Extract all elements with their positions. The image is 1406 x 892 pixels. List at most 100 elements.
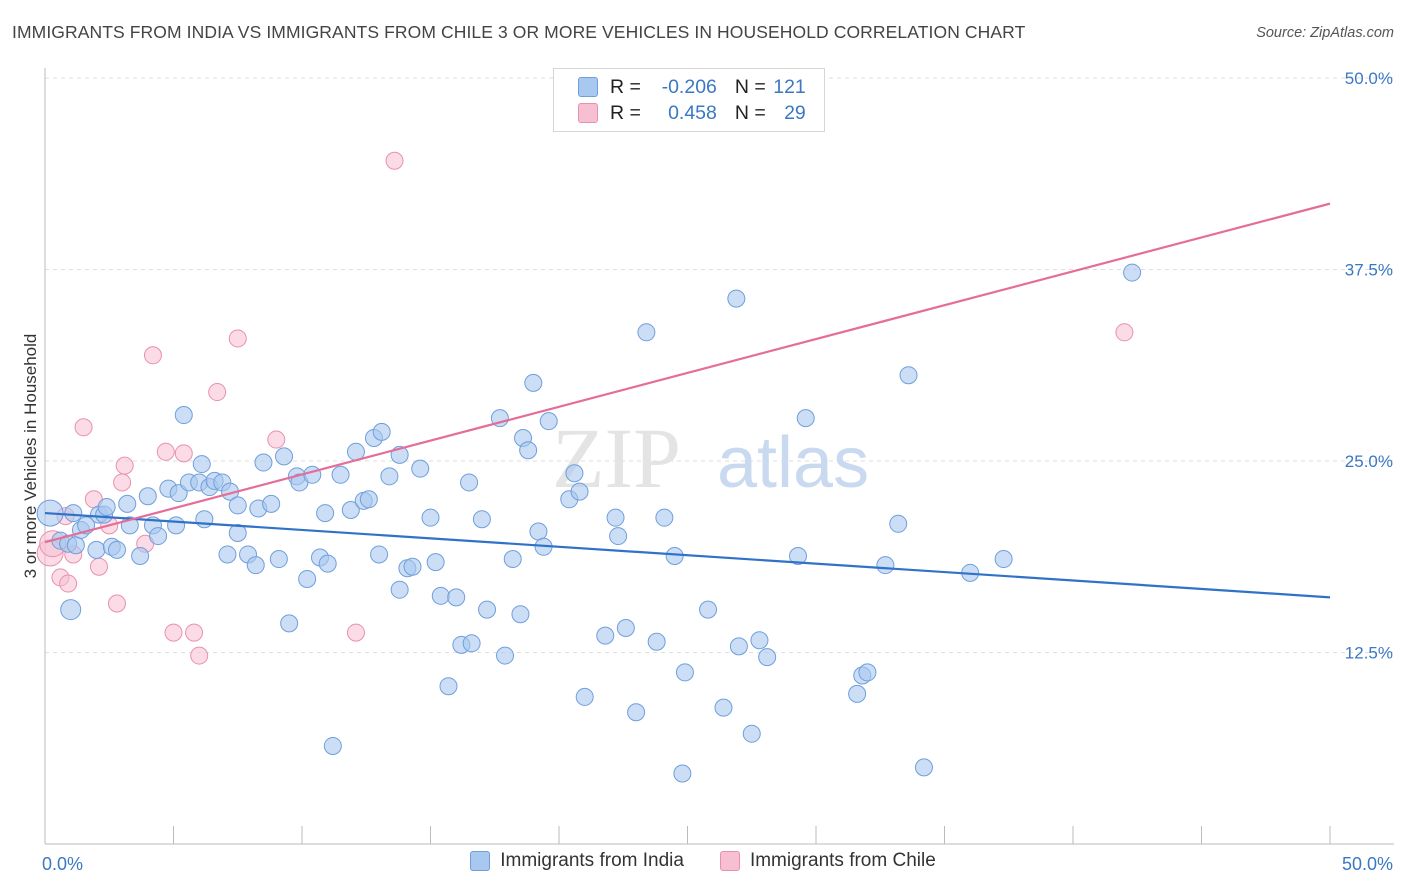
data-point-india xyxy=(228,496,247,515)
data-point-india xyxy=(524,373,543,392)
data-point-chile xyxy=(346,623,365,642)
data-point-india xyxy=(699,600,718,619)
x-tick-labels: 0.0% 50.0% xyxy=(42,854,1393,874)
data-point-chile xyxy=(190,646,209,665)
data-point-india xyxy=(742,724,761,743)
legend-name-india: Immigrants from India xyxy=(500,850,684,871)
series-india-points xyxy=(36,263,1142,783)
source-label: Source: ZipAtlas.com xyxy=(1256,25,1394,41)
data-point-india xyxy=(269,550,288,569)
data-point-india xyxy=(97,497,116,516)
data-point-chile xyxy=(156,442,175,461)
data-point-india xyxy=(914,758,933,777)
y-axis-label: 3 or more Vehicles in Household xyxy=(21,333,40,579)
trend-line-chile xyxy=(44,202,1331,544)
data-point-india xyxy=(318,554,337,573)
legend-swatch-chile xyxy=(719,851,740,871)
series-chile-points xyxy=(36,151,1134,665)
data-point-chile xyxy=(174,444,193,463)
data-point-india xyxy=(331,465,350,484)
data-point-india xyxy=(439,677,458,696)
legend-n-value-chile: 29 xyxy=(784,101,806,124)
data-point-india xyxy=(280,614,299,633)
legend-name-chile: Immigrants from Chile xyxy=(749,850,936,871)
data-point-chile xyxy=(385,151,404,170)
data-point-india xyxy=(390,580,409,599)
stats-legend: R = -0.206 N = 121 R = 0.458 N = 29 xyxy=(553,68,825,132)
data-point-india xyxy=(380,467,399,486)
data-point-india xyxy=(167,516,186,535)
data-point-india xyxy=(647,632,666,651)
data-point-india xyxy=(727,289,746,308)
data-point-india xyxy=(858,663,877,682)
trend-lines xyxy=(44,202,1331,599)
data-point-india xyxy=(138,487,157,506)
data-point-india xyxy=(665,546,684,565)
legend-row-india: R = -0.206 N = 121 xyxy=(578,74,806,100)
data-point-chile xyxy=(89,557,108,576)
data-point-india xyxy=(616,618,635,637)
data-point-india xyxy=(323,736,342,755)
data-point-chile xyxy=(107,594,126,613)
data-point-india xyxy=(848,684,867,703)
data-point-chile xyxy=(143,346,162,365)
trend-line-india xyxy=(44,511,1331,599)
data-point-india xyxy=(899,366,918,385)
y-tick-label: 37.5% xyxy=(1345,261,1393,280)
data-point-india xyxy=(262,494,281,513)
data-point-india xyxy=(411,459,430,478)
data-point-india xyxy=(876,556,895,575)
data-point-india xyxy=(372,422,391,441)
data-point-chile xyxy=(164,623,183,642)
data-point-india xyxy=(529,522,548,541)
legend-r-label: R = xyxy=(610,75,641,98)
data-point-india xyxy=(107,540,126,559)
data-point-india xyxy=(149,527,168,546)
data-point-chile xyxy=(113,473,132,492)
data-point-india xyxy=(637,323,656,342)
legend-n-value-india: 121 xyxy=(773,75,806,98)
data-point-india xyxy=(673,764,692,783)
data-point-india xyxy=(655,508,674,527)
legend-item-chile: Immigrants from Chile xyxy=(719,850,936,872)
data-point-india xyxy=(496,646,515,665)
y-tick-label: 12.5% xyxy=(1345,644,1393,663)
data-point-india xyxy=(570,482,589,501)
data-point-india xyxy=(606,508,625,527)
data-point-india xyxy=(714,698,733,717)
chart-title: IMMIGRANTS FROM INDIA VS IMMIGRANTS FROM… xyxy=(12,22,1026,42)
data-point-india xyxy=(472,510,491,529)
data-point-india xyxy=(596,626,615,645)
data-point-india xyxy=(447,588,466,607)
data-point-chile xyxy=(185,623,204,642)
data-point-india xyxy=(796,409,815,428)
y-tick-labels: 12.5% 25.0% 37.5% 50.0% xyxy=(1345,69,1393,663)
data-point-india xyxy=(675,663,694,682)
data-point-india xyxy=(462,634,481,653)
data-point-india xyxy=(729,637,748,656)
data-point-india xyxy=(87,540,106,559)
data-point-india xyxy=(303,465,322,484)
legend-row-chile: R = 0.458 N = 29 xyxy=(578,100,806,126)
data-point-india xyxy=(565,464,584,483)
data-point-india xyxy=(421,508,440,527)
legend-r-label: R = xyxy=(610,101,641,124)
series-legend: Immigrants from India Immigrants from Ch… xyxy=(0,850,1406,872)
data-point-india xyxy=(192,455,211,474)
data-point-india xyxy=(789,546,808,565)
data-point-india xyxy=(131,546,150,565)
data-point-india xyxy=(64,504,83,523)
data-point-india xyxy=(519,441,538,460)
data-point-india xyxy=(316,504,335,523)
data-point-india xyxy=(889,514,908,533)
legend-item-india: Immigrants from India xyxy=(470,850,684,872)
data-point-chile xyxy=(267,430,286,449)
data-point-india xyxy=(66,536,85,555)
x-tick-label: 0.0% xyxy=(42,854,83,874)
data-point-india xyxy=(359,490,378,509)
data-point-india xyxy=(750,631,769,650)
data-point-india xyxy=(195,510,214,529)
data-point-india xyxy=(511,605,530,624)
data-point-india xyxy=(60,599,82,621)
